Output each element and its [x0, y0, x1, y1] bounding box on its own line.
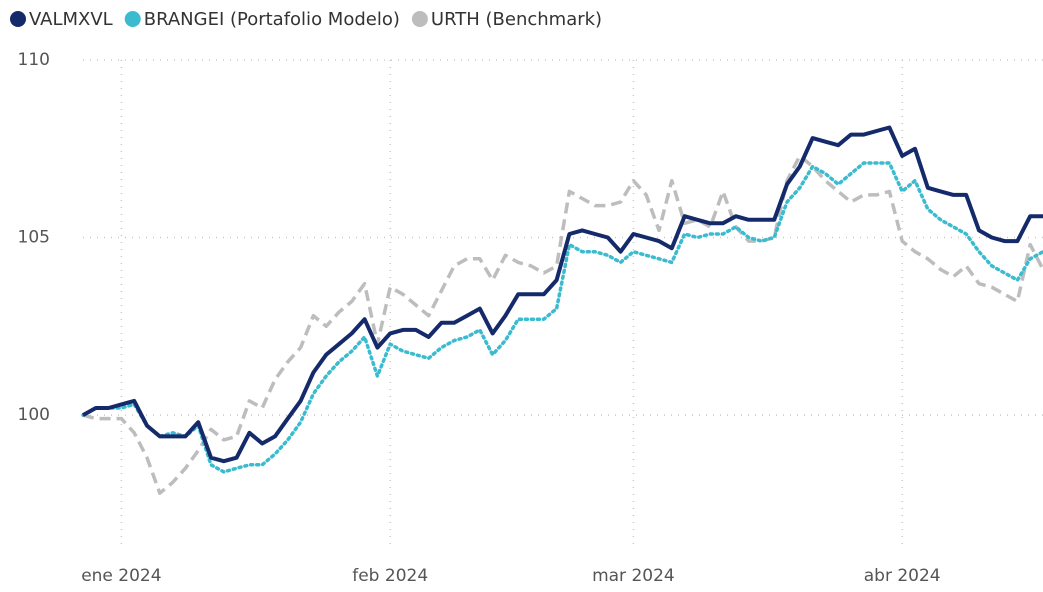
legend-marker [411, 11, 428, 27]
legend-marker [10, 11, 26, 27]
series-line [81, 161, 1043, 474]
legend-label: BRANGEI (Portafolio Modelo) [144, 9, 400, 30]
legend-label: URTH (Benchmark) [431, 9, 602, 30]
y-tick-label: 105 [18, 228, 50, 248]
x-tick-label: mar 2024 [592, 566, 675, 586]
x-tick-label: ene 2024 [81, 566, 161, 586]
x-tick-label: abr 2024 [864, 566, 941, 586]
series-line [82, 125, 1043, 464]
legend-marker [124, 11, 141, 27]
x-tick-label: feb 2024 [352, 566, 428, 586]
y-tick-label: 100 [18, 405, 50, 425]
series-line [82, 154, 1043, 495]
legend-label: VALMXVL [29, 9, 113, 30]
y-tick-label: 110 [18, 50, 50, 70]
